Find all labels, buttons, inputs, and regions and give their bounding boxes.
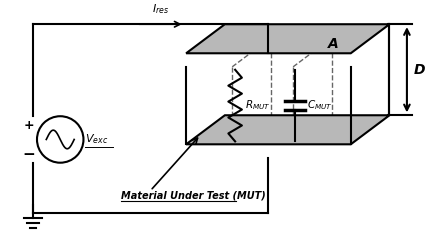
Polygon shape (186, 24, 389, 53)
Text: +: + (24, 119, 34, 132)
Text: $V_{exc}$: $V_{exc}$ (86, 132, 108, 146)
Polygon shape (186, 115, 389, 144)
Text: Material Under Test (MUT): Material Under Test (MUT) (121, 191, 266, 201)
Text: A: A (328, 36, 339, 50)
Text: −: − (23, 147, 36, 162)
Text: $R_{MUT}$: $R_{MUT}$ (245, 99, 270, 113)
Text: D: D (414, 63, 425, 77)
Text: $I_{res}$: $I_{res}$ (152, 3, 169, 17)
Text: $C_{MUT}$: $C_{MUT}$ (306, 99, 333, 113)
